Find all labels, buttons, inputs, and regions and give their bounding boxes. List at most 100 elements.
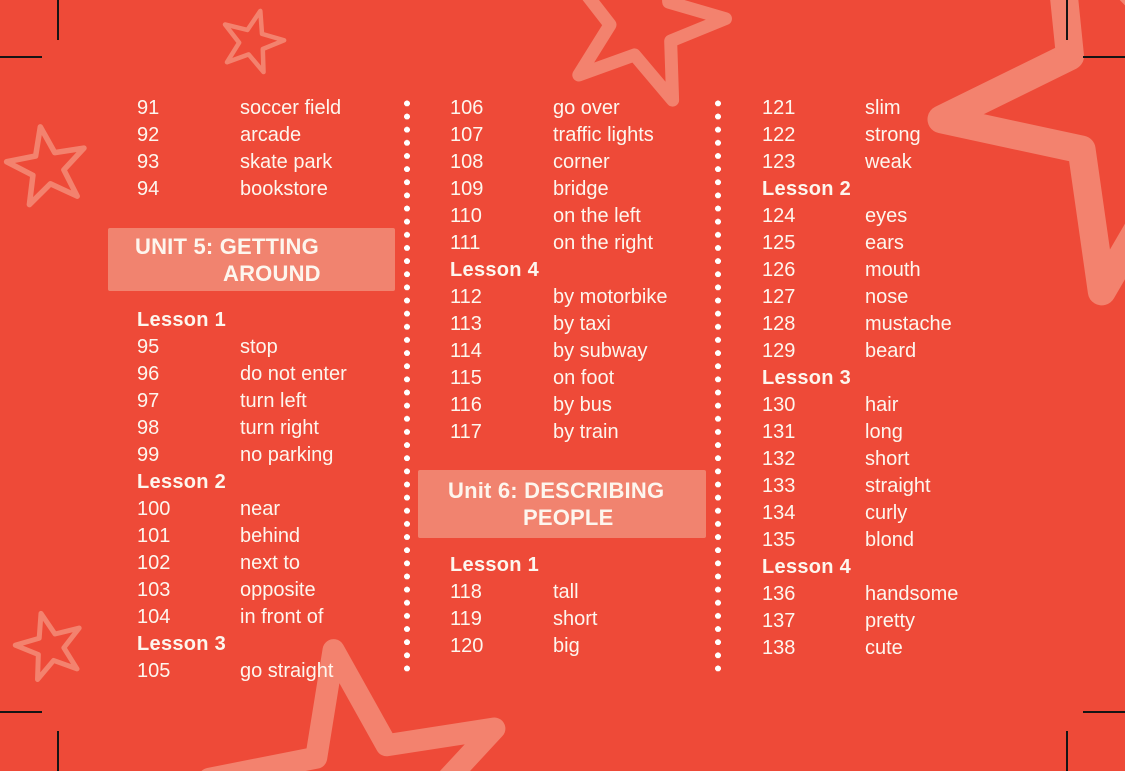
vocab-number: 115	[450, 367, 482, 389]
vocab-number: 101	[137, 525, 171, 547]
vocab-row: 133 straight	[762, 473, 1072, 500]
vocab-word: pretty	[865, 610, 916, 632]
vocab-number: 114	[450, 340, 482, 362]
vocab-row: 118 tall	[450, 579, 720, 606]
unit-title-line2: AROUND	[223, 261, 321, 286]
dotted-divider	[404, 97, 410, 675]
vocab-number: 137	[762, 610, 796, 632]
vocab-word: do not enter	[240, 363, 347, 385]
vocab-word: by train	[553, 421, 619, 443]
vocab-number: 93	[137, 151, 160, 173]
vocab-number: 119	[450, 608, 482, 630]
vocab-word: nose	[865, 286, 909, 308]
vocab-number: 120	[450, 635, 484, 657]
vocab-number: 109	[450, 178, 484, 200]
vocab-word: bookstore	[240, 178, 328, 200]
lesson-heading: Lesson 1	[137, 309, 227, 331]
vocab-row: 134 curly	[762, 500, 1072, 527]
vocab-number: 95	[137, 336, 160, 358]
vocab-word: ears	[865, 232, 904, 254]
vocab-row: 124 eyes	[762, 203, 1072, 230]
vocab-row: 92 arcade	[137, 122, 409, 149]
vocab-column: 121 slim 122 strong 123 weak Lesson 2 124 eyes 12…	[762, 95, 1072, 662]
vocab-row: 121 slim	[762, 95, 1072, 122]
vocab-row: 115 on foot	[450, 365, 720, 392]
star-icon	[12, 610, 82, 682]
vocab-word: arcade	[240, 124, 302, 146]
vocab-row: 123 weak	[762, 149, 1072, 176]
vocab-word: long	[865, 421, 903, 443]
vocab-number: 121	[762, 97, 796, 119]
vocab-number: 105	[137, 660, 171, 682]
vocab-word: skate park	[240, 151, 333, 173]
lesson-heading: Lesson 4	[450, 259, 540, 281]
vocab-word: eyes	[865, 205, 908, 227]
vocab-number: 96	[137, 363, 160, 385]
unit-header: Unit 6: DESCRIBING PEOPLE	[418, 470, 706, 538]
vocab-number: 130	[762, 394, 796, 416]
vocab-row: 130 hair	[762, 392, 1072, 419]
vocab-number: 102	[137, 552, 171, 574]
vocab-word: bridge	[553, 178, 609, 200]
vocab-word: by bus	[553, 394, 612, 416]
vocab-number: 134	[762, 502, 796, 524]
vocab-row: 95 stop	[137, 334, 409, 361]
vocab-column: 91 soccer field 92 arcade 93 skate park 94 book…	[108, 95, 409, 685]
crop-mark	[0, 711, 42, 713]
vocab-row: 117 by train	[450, 419, 720, 446]
vocab-row: 102 next to	[137, 550, 409, 577]
vocab-word: short	[553, 608, 598, 630]
vocab-row: 114 by subway	[450, 338, 720, 365]
vocab-row: 125 ears	[762, 230, 1072, 257]
lesson-heading: Lesson 1	[450, 554, 540, 576]
vocab-word: weak	[865, 151, 912, 173]
unit-title-line2: PEOPLE	[523, 505, 614, 530]
vocab-number: 107	[450, 124, 484, 146]
vocab-row: 104 in front of	[137, 604, 409, 631]
vocab-number: 104	[137, 606, 171, 628]
vocab-word: on the left	[553, 205, 641, 227]
vocab-number: 99	[137, 444, 160, 466]
crop-mark	[1083, 56, 1125, 58]
crop-mark	[57, 731, 59, 771]
vocab-row: 122 strong	[762, 122, 1072, 149]
vocab-row: 100 near	[137, 496, 409, 523]
vocab-word: go over	[553, 97, 620, 119]
lesson-heading: Lesson 2	[137, 471, 227, 493]
vocab-word: short	[865, 448, 910, 470]
vocab-word: in front of	[240, 606, 324, 628]
vocab-word: mouth	[865, 259, 921, 281]
unit-header: UNIT 5: GETTING AROUND	[108, 228, 395, 291]
vocab-row: 106 go over	[450, 95, 720, 122]
vocab-row: 110 on the left	[450, 203, 720, 230]
vocab-row: 126 mouth	[762, 257, 1072, 284]
vocab-row: 111 on the right	[450, 230, 720, 257]
vocab-number: 133	[762, 475, 796, 497]
vocab-word: tall	[553, 581, 579, 603]
vocab-row: 132 short	[762, 446, 1072, 473]
vocab-number: 116	[450, 394, 482, 416]
vocab-word: no parking	[240, 444, 334, 466]
vocab-number: 98	[137, 417, 160, 439]
vocab-row: 96 do not enter	[137, 361, 409, 388]
crop-mark	[0, 56, 42, 58]
vocab-number: 129	[762, 340, 796, 362]
vocab-number: 106	[450, 97, 484, 119]
vocab-row: 120 big	[450, 633, 720, 660]
star-icon	[3, 124, 87, 208]
vocab-number: 94	[137, 178, 160, 200]
vocab-word: blond	[865, 529, 914, 551]
vocab-row: 103 opposite	[137, 577, 409, 604]
crop-mark	[1083, 711, 1125, 713]
vocab-row: 136 handsome	[762, 581, 1072, 608]
vocab-row: 137 pretty	[762, 608, 1072, 635]
vocab-number: 113	[450, 313, 482, 335]
vocab-number: 126	[762, 259, 796, 281]
vocab-number: 92	[137, 124, 160, 146]
vocab-row: 91 soccer field	[137, 95, 409, 122]
vocab-number: 135	[762, 529, 796, 551]
vocab-number: 123	[762, 151, 796, 173]
vocab-number: 103	[137, 579, 171, 601]
vocab-row: 113 by taxi	[450, 311, 720, 338]
